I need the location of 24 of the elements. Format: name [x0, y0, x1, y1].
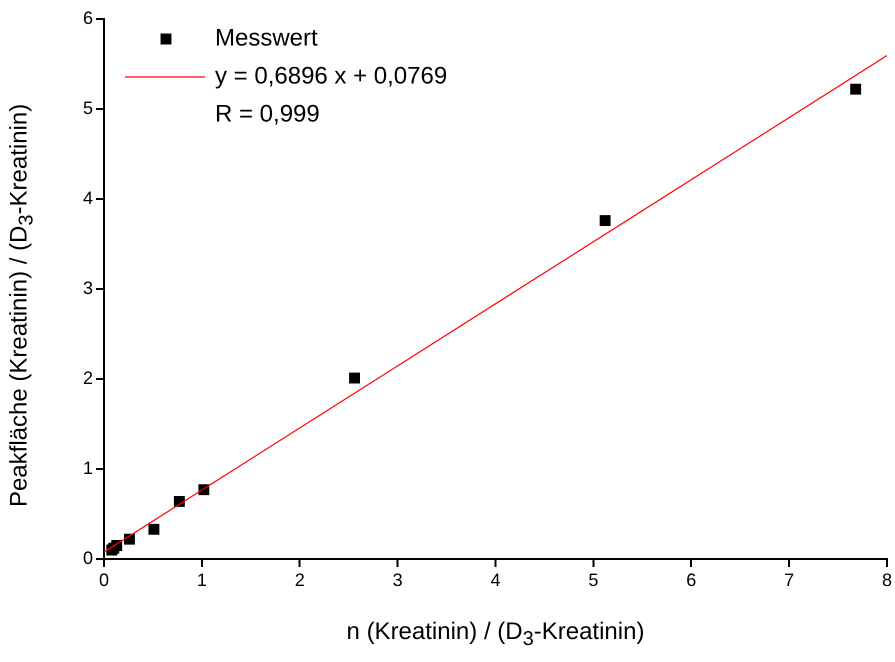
x-tick-label: 6 — [686, 570, 696, 590]
annotation: R = 0,999 — [215, 100, 320, 128]
legend-label: Messwert — [215, 24, 318, 52]
x-tick-label: 1 — [196, 570, 207, 590]
y-tick-label: 6 — [82, 8, 93, 28]
y-tick-label: 3 — [82, 278, 93, 298]
point — [148, 524, 160, 535]
x-tick-label: 2 — [294, 570, 305, 590]
point — [349, 372, 360, 384]
y-tick-label: 4 — [82, 188, 93, 208]
y-tick-label: 0 — [82, 548, 93, 568]
y-tick-label: 2 — [82, 368, 93, 388]
x-tick-label: 0 — [98, 570, 110, 590]
x-tick-label: 5 — [588, 570, 598, 590]
x-axis-title: n (Kreatinin) / (D$_{3}$-Kreatinin) — [346, 618, 646, 651]
y-tick-label: 5 — [82, 98, 93, 118]
legend-label: y = 0,6896 x + 0,0769 — [215, 62, 448, 90]
y-tick-label: 1 — [82, 458, 93, 478]
x-tick-label: 7 — [784, 570, 794, 590]
x-tick-label: 4 — [490, 570, 501, 590]
x-tick-label: 3 — [392, 570, 403, 590]
point — [850, 84, 862, 95]
x-tick-label: 8 — [882, 570, 892, 590]
point — [600, 215, 611, 226]
